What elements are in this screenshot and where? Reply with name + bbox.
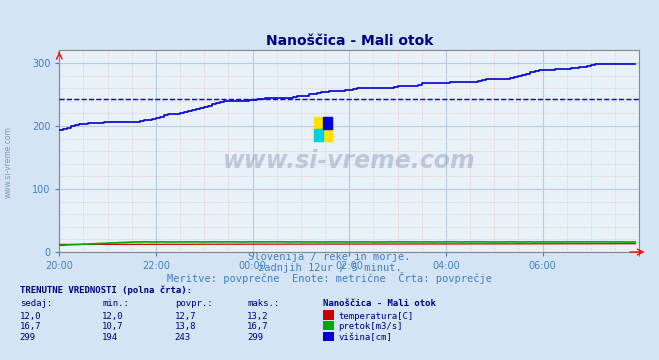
Text: pretok[m3/s]: pretok[m3/s]: [338, 323, 403, 332]
Text: min.:: min.:: [102, 299, 129, 308]
Bar: [314, 117, 332, 141]
Text: 13,8: 13,8: [175, 323, 196, 332]
Text: Nanoščica - Mali otok: Nanoščica - Mali otok: [323, 299, 436, 308]
Text: 16,7: 16,7: [247, 323, 269, 332]
Text: 299: 299: [247, 333, 263, 342]
Text: 12,0: 12,0: [20, 312, 42, 321]
Text: 13,2: 13,2: [247, 312, 269, 321]
Text: temperatura[C]: temperatura[C]: [338, 312, 413, 321]
Text: sedaj:: sedaj:: [20, 299, 52, 308]
Text: povpr.:: povpr.:: [175, 299, 212, 308]
Text: 16,7: 16,7: [20, 323, 42, 332]
Text: Meritve: povprečne  Enote: metrične  Črta: povprečje: Meritve: povprečne Enote: metrične Črta:…: [167, 271, 492, 284]
Text: zadnjih 12ur / 5 minut.: zadnjih 12ur / 5 minut.: [258, 263, 401, 273]
Text: višina[cm]: višina[cm]: [338, 333, 392, 342]
Text: Slovenija / reke in morje.: Slovenija / reke in morje.: [248, 252, 411, 262]
Bar: [323, 117, 332, 129]
Bar: [314, 129, 323, 141]
Text: 12,0: 12,0: [102, 312, 124, 321]
Text: maks.:: maks.:: [247, 299, 279, 308]
Text: www.si-vreme.com: www.si-vreme.com: [3, 126, 13, 198]
Text: 12,7: 12,7: [175, 312, 196, 321]
Text: www.si-vreme.com: www.si-vreme.com: [223, 149, 476, 173]
Text: 194: 194: [102, 333, 118, 342]
Text: TRENUTNE VREDNOSTI (polna črta):: TRENUTNE VREDNOSTI (polna črta):: [20, 286, 192, 296]
Text: 10,7: 10,7: [102, 323, 124, 332]
Text: 243: 243: [175, 333, 190, 342]
Text: 299: 299: [20, 333, 36, 342]
Title: Nanoščica - Mali otok: Nanoščica - Mali otok: [266, 34, 433, 48]
